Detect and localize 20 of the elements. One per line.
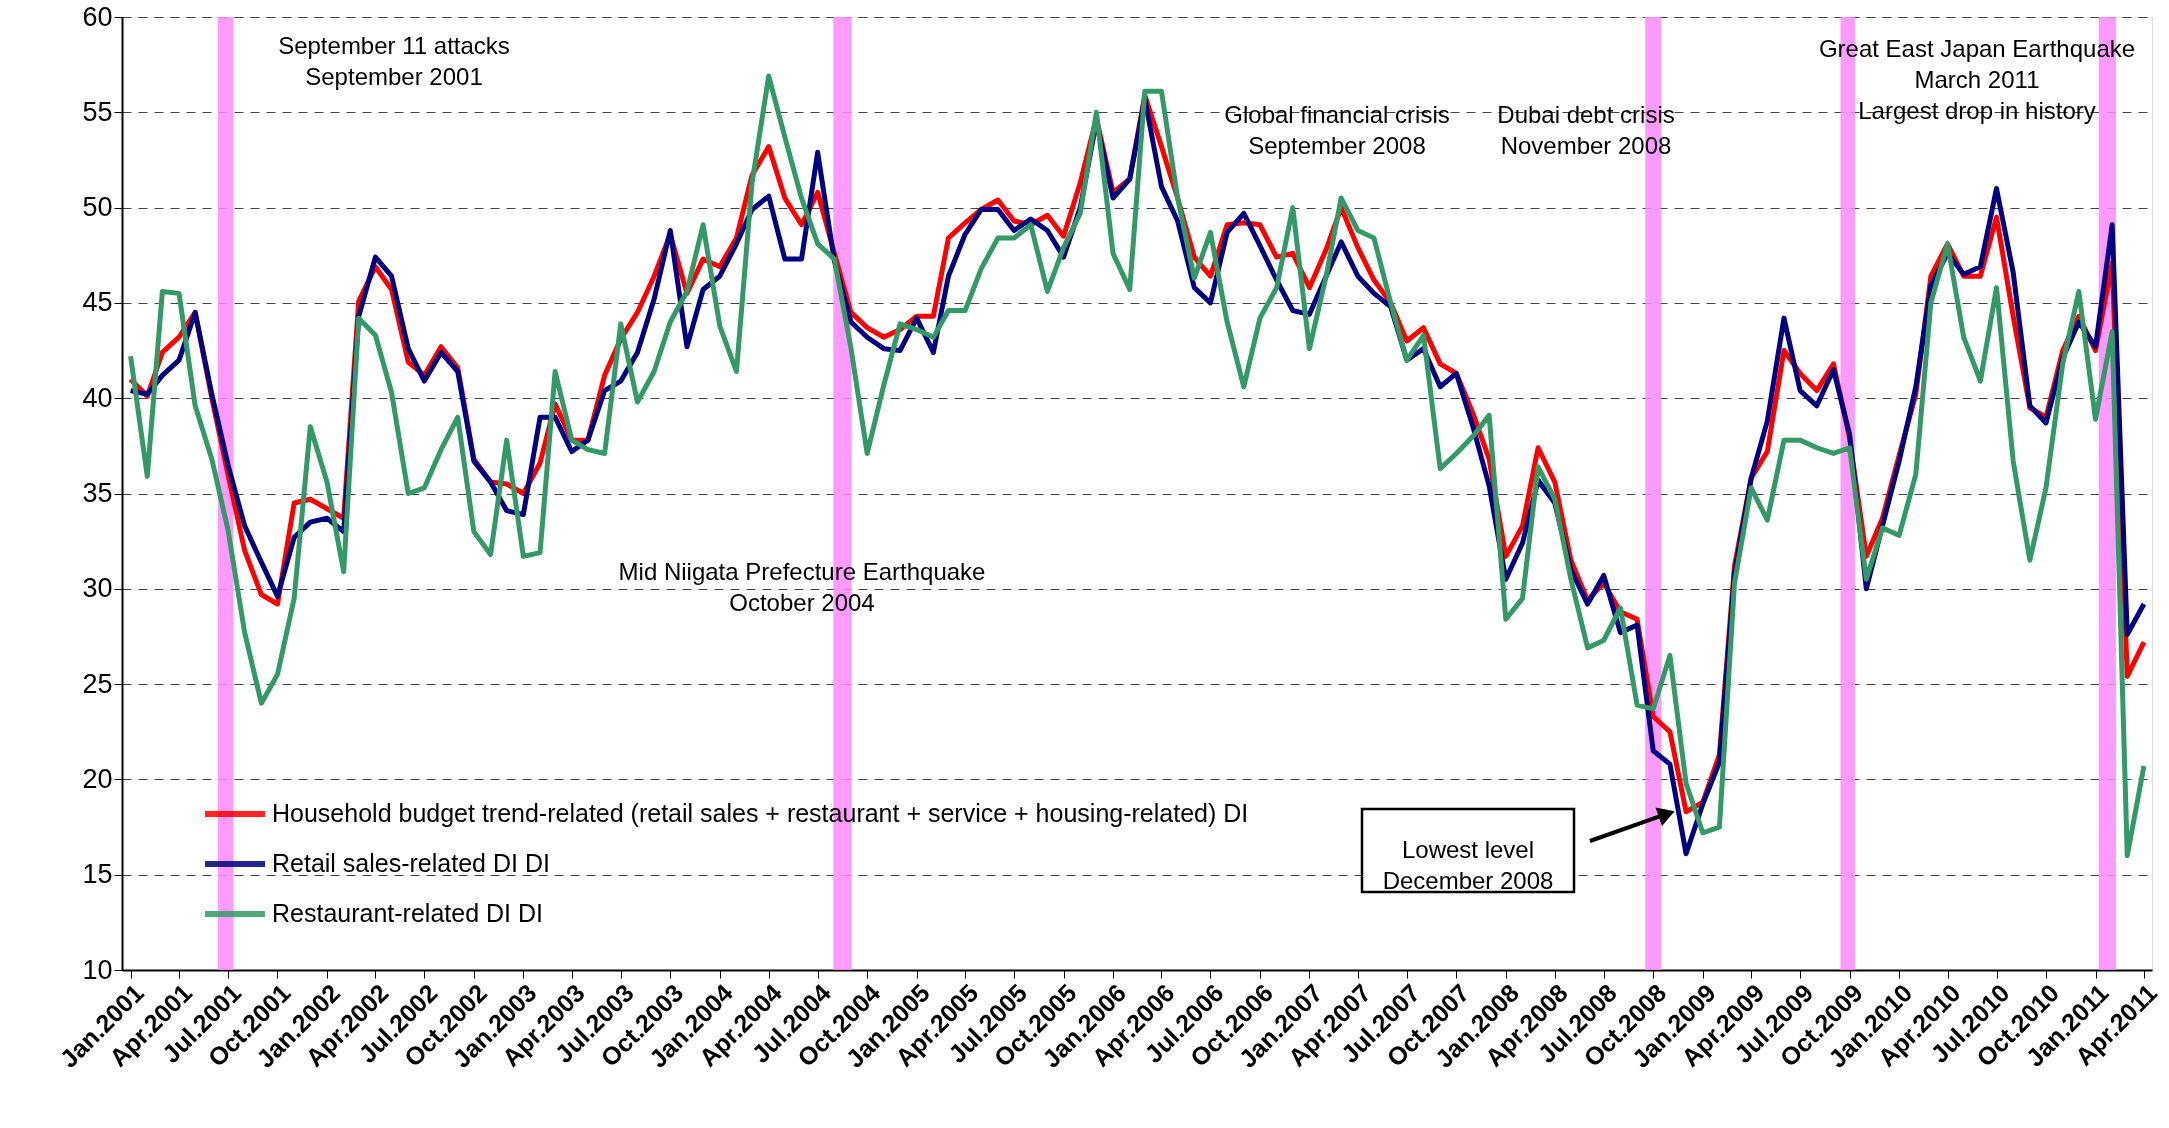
y-tick-label: 40	[82, 382, 113, 413]
legend-label: Restaurant-related DI DI	[272, 899, 543, 927]
legend-label: Retail sales-related DI DI	[272, 849, 550, 877]
y-tick-label: 55	[82, 96, 113, 127]
annotation: Global financial crisis September 2008	[1224, 101, 1450, 159]
annotation: Lowest level December 2008	[1382, 835, 1554, 894]
y-tick-label: 20	[82, 763, 113, 794]
y-tick-label: 10	[82, 954, 113, 985]
annotation: Dubai debt crisis November 2008	[1497, 101, 1675, 159]
annotation: Great East Japan Earthquake March 2011 Largest drop in history	[1818, 35, 2136, 124]
y-tick-label: 50	[82, 192, 113, 223]
y-tick-label: 25	[82, 668, 113, 699]
legend-label: Household budget trend-related (retail sales + restaurant + service + housing-related) DI	[272, 799, 1249, 827]
y-tick-label: 35	[82, 478, 113, 508]
y-tick-label: 60	[82, 1, 113, 32]
y-tick-label: 30	[82, 573, 113, 604]
annotation: Mid Niigata Prefecture Earthquake October 2004	[618, 558, 986, 616]
annotation: September 11 attacks September 2001	[278, 32, 510, 90]
y-tick-label: 15	[82, 859, 113, 890]
y-tick-label: 45	[82, 287, 113, 318]
